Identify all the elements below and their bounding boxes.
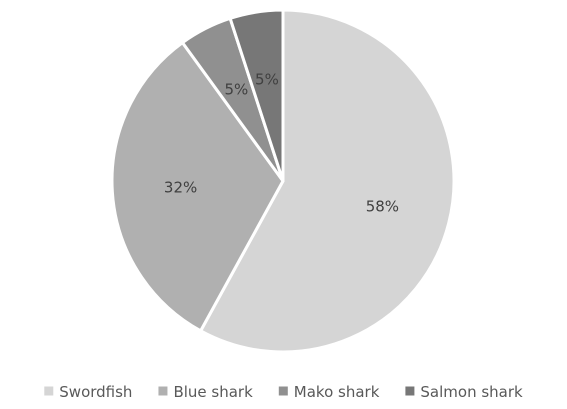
legend-swatch-blue-shark <box>158 386 168 396</box>
data-label-blue-shark: 32% <box>164 178 197 196</box>
legend-item-blue-shark: Blue shark <box>158 383 253 401</box>
data-label-salmon-shark: 5% <box>255 71 279 89</box>
legend-label-salmon-shark: Salmon shark <box>420 383 523 401</box>
legend-item-salmon-shark: Salmon shark <box>405 383 523 401</box>
legend-swatch-swordfish <box>44 386 54 396</box>
legend-swatch-salmon-shark <box>405 386 415 396</box>
legend-label-mako-shark: Mako shark <box>294 383 380 401</box>
pie-slice-blue-shark <box>110 41 285 333</box>
legend-item-mako-shark: Mako shark <box>278 383 380 401</box>
legend-label-swordfish: Swordfish <box>59 383 132 401</box>
pie-slice-swordfish <box>199 8 456 354</box>
pie-slice-salmon-shark <box>228 8 285 183</box>
legend-swatch-mako-shark <box>278 386 288 396</box>
legend-item-swordfish: Swordfish <box>44 383 132 401</box>
data-label-swordfish: 58% <box>366 198 399 216</box>
data-label-mako-shark: 5% <box>225 81 249 99</box>
legend-label-blue-shark: Blue shark <box>173 383 253 401</box>
chart-legend: Swordfish Blue shark Mako shark Salmon shar… <box>44 383 523 401</box>
